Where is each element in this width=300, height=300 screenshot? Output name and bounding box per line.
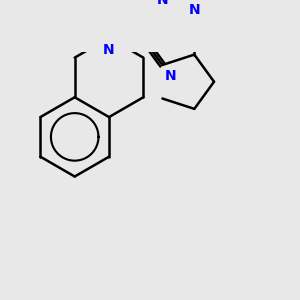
Text: N: N <box>188 3 200 17</box>
Text: N: N <box>103 43 115 57</box>
Text: N: N <box>164 69 176 83</box>
Text: N: N <box>157 0 168 7</box>
